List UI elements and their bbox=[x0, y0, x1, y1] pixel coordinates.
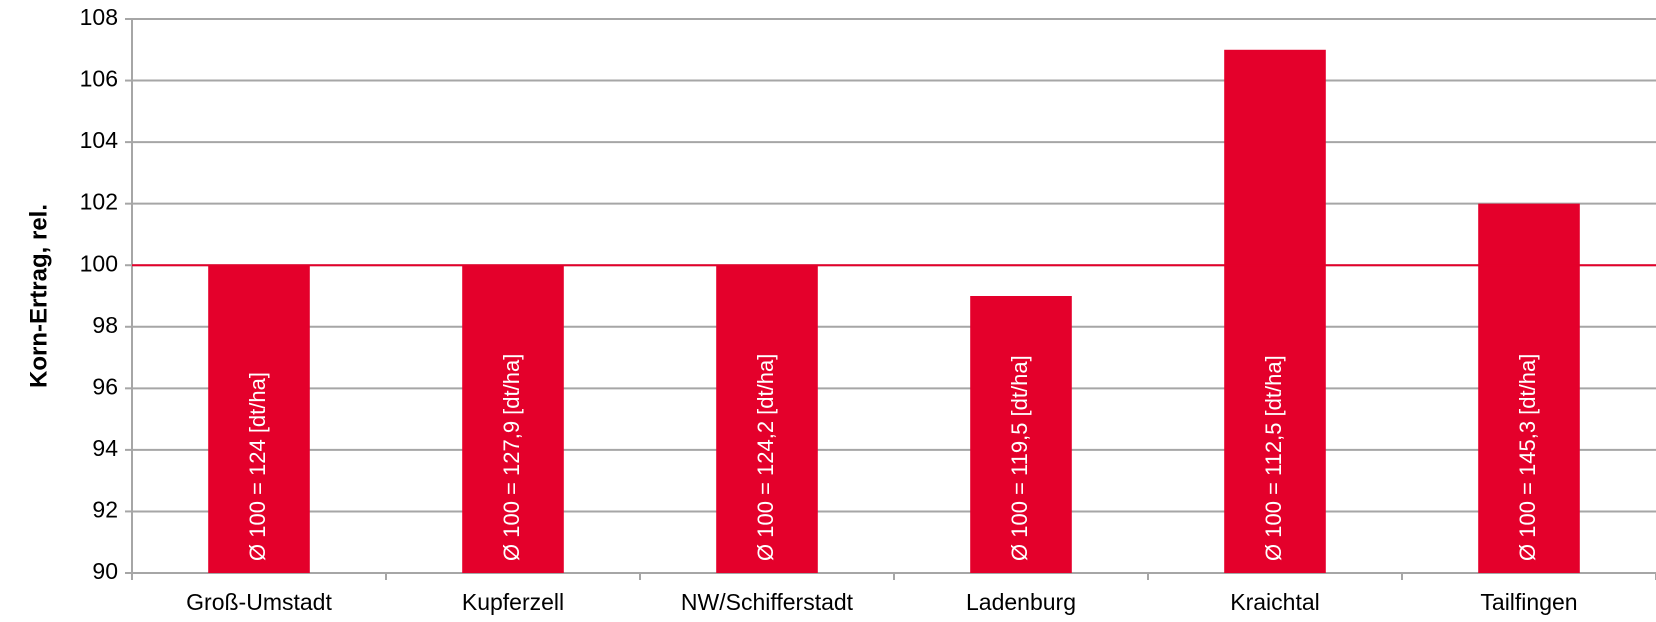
x-tick-label: Tailfingen bbox=[1480, 589, 1577, 615]
bar bbox=[716, 265, 818, 573]
bar-annotation: Ø 100 = 112,5 [dt/ha] bbox=[1261, 355, 1286, 561]
bar-annotation: Ø 100 = 124,2 [dt/ha] bbox=[753, 354, 778, 561]
y-tick-label: 104 bbox=[80, 127, 119, 153]
y-axis-label: Korn-Ertrag, rel. bbox=[25, 204, 52, 388]
bar bbox=[462, 265, 564, 573]
y-tick-label: 92 bbox=[92, 497, 118, 523]
x-tick-label: Ladenburg bbox=[966, 589, 1076, 615]
bar-annotation: Ø 100 = 119,5 [dt/ha] bbox=[1007, 355, 1032, 561]
x-tick-label: Groß-Umstadt bbox=[186, 589, 332, 615]
bar-annotation: Ø 100 = 145,3 [dt/ha] bbox=[1515, 354, 1540, 561]
x-tick-label: Kupferzell bbox=[462, 589, 564, 615]
y-tick-label: 102 bbox=[80, 189, 118, 215]
bar bbox=[208, 265, 310, 573]
bar bbox=[1224, 49, 1326, 574]
y-tick-label: 94 bbox=[92, 435, 118, 461]
y-tick-label: 90 bbox=[92, 558, 118, 584]
y-tick-label: 100 bbox=[80, 250, 118, 276]
y-tick-label: 98 bbox=[92, 312, 118, 338]
y-tick-label: 106 bbox=[80, 66, 118, 92]
x-tick-label: NW/Schifferstadt bbox=[681, 589, 854, 615]
bar bbox=[970, 296, 1072, 573]
y-tick-label: 96 bbox=[92, 373, 118, 399]
bar-annotation: Ø 100 = 124 [dt/ha] bbox=[245, 372, 270, 561]
x-tick-label: Kraichtal bbox=[1230, 589, 1319, 615]
bar-annotation: Ø 100 = 127,9 [dt/ha] bbox=[499, 354, 524, 561]
y-tick-label: 108 bbox=[80, 4, 118, 30]
